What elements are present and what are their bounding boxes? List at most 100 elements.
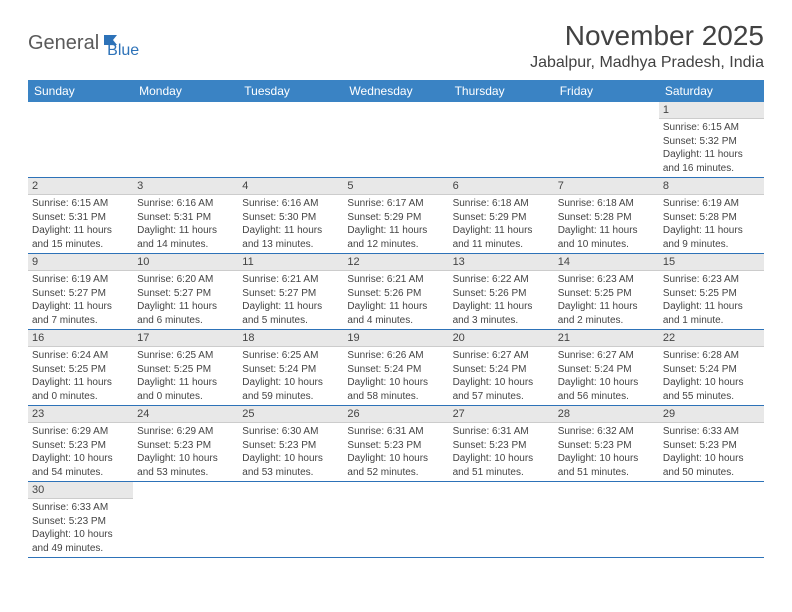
- day-number: 2: [28, 178, 133, 195]
- calendar-cell: 12Sunrise: 6:21 AMSunset: 5:26 PMDayligh…: [343, 254, 448, 330]
- day-number: 19: [343, 330, 448, 347]
- day-content: Sunrise: 6:22 AMSunset: 5:26 PMDaylight:…: [449, 271, 554, 329]
- daylight-text: Daylight: 11 hours and 4 minutes.: [347, 300, 444, 327]
- sunrise-text: Sunrise: 6:31 AM: [453, 425, 550, 439]
- calendar-cell: [449, 102, 554, 178]
- day-content: Sunrise: 6:21 AMSunset: 5:27 PMDaylight:…: [238, 271, 343, 329]
- daylight-text: Daylight: 11 hours and 6 minutes.: [137, 300, 234, 327]
- calendar-cell: [238, 482, 343, 558]
- sunrise-text: Sunrise: 6:18 AM: [558, 197, 655, 211]
- daylight-text: Daylight: 11 hours and 13 minutes.: [242, 224, 339, 251]
- location-text: Jabalpur, Madhya Pradesh, India: [530, 54, 764, 72]
- sunset-text: Sunset: 5:26 PM: [347, 287, 444, 301]
- sunset-text: Sunset: 5:30 PM: [242, 211, 339, 225]
- logo-text-general: General: [28, 32, 99, 55]
- calendar-cell: 21Sunrise: 6:27 AMSunset: 5:24 PMDayligh…: [554, 330, 659, 406]
- logo: General Blue: [28, 20, 139, 60]
- day-number: 21: [554, 330, 659, 347]
- calendar-cell: [554, 102, 659, 178]
- calendar-cell: 30Sunrise: 6:33 AMSunset: 5:23 PMDayligh…: [28, 482, 133, 558]
- sunset-text: Sunset: 5:25 PM: [32, 363, 129, 377]
- day-content: Sunrise: 6:15 AMSunset: 5:32 PMDaylight:…: [659, 119, 764, 177]
- calendar-cell: 27Sunrise: 6:31 AMSunset: 5:23 PMDayligh…: [449, 406, 554, 482]
- calendar-cell: 24Sunrise: 6:29 AMSunset: 5:23 PMDayligh…: [133, 406, 238, 482]
- daylight-text: Daylight: 10 hours and 50 minutes.: [663, 452, 760, 479]
- sunset-text: Sunset: 5:31 PM: [137, 211, 234, 225]
- sunrise-text: Sunrise: 6:23 AM: [558, 273, 655, 287]
- calendar-cell: 8Sunrise: 6:19 AMSunset: 5:28 PMDaylight…: [659, 178, 764, 254]
- calendar-cell: 3Sunrise: 6:16 AMSunset: 5:31 PMDaylight…: [133, 178, 238, 254]
- calendar-cell: 16Sunrise: 6:24 AMSunset: 5:25 PMDayligh…: [28, 330, 133, 406]
- sunset-text: Sunset: 5:23 PM: [32, 515, 129, 529]
- daylight-text: Daylight: 11 hours and 15 minutes.: [32, 224, 129, 251]
- weekday-header: Thursday: [449, 80, 554, 102]
- day-content: Sunrise: 6:29 AMSunset: 5:23 PMDaylight:…: [133, 423, 238, 481]
- calendar-cell: 10Sunrise: 6:20 AMSunset: 5:27 PMDayligh…: [133, 254, 238, 330]
- sunset-text: Sunset: 5:24 PM: [347, 363, 444, 377]
- daylight-text: Daylight: 10 hours and 54 minutes.: [32, 452, 129, 479]
- sunrise-text: Sunrise: 6:27 AM: [558, 349, 655, 363]
- sunrise-text: Sunrise: 6:30 AM: [242, 425, 339, 439]
- calendar-cell: 1Sunrise: 6:15 AMSunset: 5:32 PMDaylight…: [659, 102, 764, 178]
- day-number: 15: [659, 254, 764, 271]
- day-number: 5: [343, 178, 448, 195]
- day-content: Sunrise: 6:24 AMSunset: 5:25 PMDaylight:…: [28, 347, 133, 405]
- calendar-cell: 4Sunrise: 6:16 AMSunset: 5:30 PMDaylight…: [238, 178, 343, 254]
- day-number: 7: [554, 178, 659, 195]
- day-content: Sunrise: 6:29 AMSunset: 5:23 PMDaylight:…: [28, 423, 133, 481]
- day-number: 17: [133, 330, 238, 347]
- calendar-cell: [659, 482, 764, 558]
- sunrise-text: Sunrise: 6:28 AM: [663, 349, 760, 363]
- calendar-cell: 2Sunrise: 6:15 AMSunset: 5:31 PMDaylight…: [28, 178, 133, 254]
- daylight-text: Daylight: 10 hours and 57 minutes.: [453, 376, 550, 403]
- page-title: November 2025: [530, 20, 764, 52]
- sunset-text: Sunset: 5:25 PM: [558, 287, 655, 301]
- sunrise-text: Sunrise: 6:16 AM: [242, 197, 339, 211]
- day-number: 16: [28, 330, 133, 347]
- sunset-text: Sunset: 5:24 PM: [663, 363, 760, 377]
- day-content: Sunrise: 6:33 AMSunset: 5:23 PMDaylight:…: [659, 423, 764, 481]
- calendar-cell: 18Sunrise: 6:25 AMSunset: 5:24 PMDayligh…: [238, 330, 343, 406]
- sunrise-text: Sunrise: 6:27 AM: [453, 349, 550, 363]
- calendar-cell: 26Sunrise: 6:31 AMSunset: 5:23 PMDayligh…: [343, 406, 448, 482]
- day-number: 26: [343, 406, 448, 423]
- day-number: 11: [238, 254, 343, 271]
- day-content: Sunrise: 6:21 AMSunset: 5:26 PMDaylight:…: [343, 271, 448, 329]
- sunrise-text: Sunrise: 6:22 AM: [453, 273, 550, 287]
- calendar-row: 30Sunrise: 6:33 AMSunset: 5:23 PMDayligh…: [28, 482, 764, 558]
- calendar-cell: 11Sunrise: 6:21 AMSunset: 5:27 PMDayligh…: [238, 254, 343, 330]
- sunset-text: Sunset: 5:23 PM: [663, 439, 760, 453]
- calendar-cell: 29Sunrise: 6:33 AMSunset: 5:23 PMDayligh…: [659, 406, 764, 482]
- sunrise-text: Sunrise: 6:15 AM: [32, 197, 129, 211]
- day-number: 3: [133, 178, 238, 195]
- sunrise-text: Sunrise: 6:17 AM: [347, 197, 444, 211]
- sunset-text: Sunset: 5:31 PM: [32, 211, 129, 225]
- calendar-cell: 17Sunrise: 6:25 AMSunset: 5:25 PMDayligh…: [133, 330, 238, 406]
- daylight-text: Daylight: 11 hours and 0 minutes.: [137, 376, 234, 403]
- calendar-table: Sunday Monday Tuesday Wednesday Thursday…: [28, 80, 764, 558]
- sunset-text: Sunset: 5:23 PM: [453, 439, 550, 453]
- sunrise-text: Sunrise: 6:32 AM: [558, 425, 655, 439]
- weekday-header: Monday: [133, 80, 238, 102]
- calendar-cell: [133, 482, 238, 558]
- day-content: Sunrise: 6:23 AMSunset: 5:25 PMDaylight:…: [659, 271, 764, 329]
- day-content: Sunrise: 6:28 AMSunset: 5:24 PMDaylight:…: [659, 347, 764, 405]
- calendar-cell: [449, 482, 554, 558]
- sunrise-text: Sunrise: 6:25 AM: [137, 349, 234, 363]
- sunset-text: Sunset: 5:29 PM: [347, 211, 444, 225]
- daylight-text: Daylight: 10 hours and 49 minutes.: [32, 528, 129, 555]
- sunset-text: Sunset: 5:24 PM: [558, 363, 655, 377]
- sunset-text: Sunset: 5:27 PM: [242, 287, 339, 301]
- calendar-cell: 28Sunrise: 6:32 AMSunset: 5:23 PMDayligh…: [554, 406, 659, 482]
- calendar-cell: 19Sunrise: 6:26 AMSunset: 5:24 PMDayligh…: [343, 330, 448, 406]
- day-content: Sunrise: 6:15 AMSunset: 5:31 PMDaylight:…: [28, 195, 133, 253]
- day-number: 22: [659, 330, 764, 347]
- calendar-row: 9Sunrise: 6:19 AMSunset: 5:27 PMDaylight…: [28, 254, 764, 330]
- sunrise-text: Sunrise: 6:16 AM: [137, 197, 234, 211]
- sunrise-text: Sunrise: 6:26 AM: [347, 349, 444, 363]
- day-content: Sunrise: 6:32 AMSunset: 5:23 PMDaylight:…: [554, 423, 659, 481]
- daylight-text: Daylight: 11 hours and 9 minutes.: [663, 224, 760, 251]
- day-content: Sunrise: 6:16 AMSunset: 5:30 PMDaylight:…: [238, 195, 343, 253]
- day-content: Sunrise: 6:31 AMSunset: 5:23 PMDaylight:…: [449, 423, 554, 481]
- sunrise-text: Sunrise: 6:25 AM: [242, 349, 339, 363]
